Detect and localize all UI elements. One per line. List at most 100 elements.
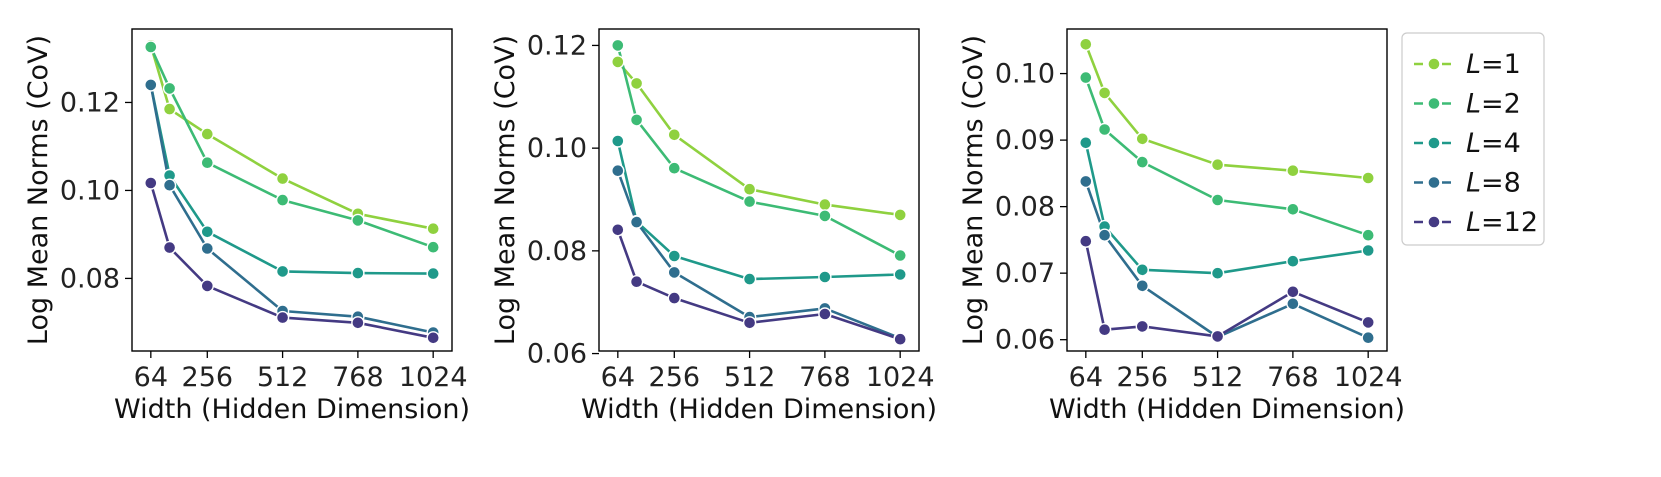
data-point: [426, 240, 440, 254]
data-point: [162, 240, 177, 255]
x-tick-label: 64: [134, 362, 168, 393]
data-point: [1361, 315, 1375, 330]
series-line-L8: [616, 169, 902, 340]
data-point: [1361, 171, 1375, 185]
data-point: [1286, 254, 1300, 268]
data-point: [629, 113, 644, 127]
data-point: [667, 291, 681, 305]
legend-label: L=2: [1466, 89, 1521, 120]
data-point: [1286, 202, 1300, 217]
data-point: [1079, 37, 1093, 51]
y-tick-label: 0.08: [60, 263, 120, 294]
data-point: [893, 248, 907, 263]
legend: L=1L=2L=4L=8L=12: [1401, 32, 1545, 246]
x-tick-label: 768: [332, 362, 384, 393]
data-point: [1135, 155, 1150, 169]
x-tick-label: 512: [257, 362, 309, 393]
data-point: [351, 316, 365, 330]
data-point: [200, 225, 215, 239]
y-tick-label: 0.12: [527, 30, 587, 61]
y-tick-label: 0.06: [995, 325, 1055, 356]
data-point: [611, 163, 625, 178]
legend-marker: [1427, 136, 1441, 150]
legend-item: L=2: [1414, 89, 1521, 120]
data-point: [1135, 132, 1150, 146]
series-line-L4: [149, 83, 435, 275]
data-point: [1079, 70, 1093, 85]
legend-box: [1401, 32, 1545, 246]
data-point: [162, 81, 177, 96]
legend-label-value: =8: [1481, 168, 1521, 199]
series-line-L2: [149, 45, 435, 249]
x-tick-label: 256: [182, 362, 234, 393]
data-point: [818, 209, 832, 223]
data-point: [200, 279, 215, 293]
data-point: [667, 128, 681, 142]
data-point: [1286, 285, 1300, 299]
data-point: [742, 316, 757, 330]
y-axis-title: Log Mean Norms (CoV): [490, 35, 521, 345]
data-point: [742, 194, 757, 209]
legend-item: L=8: [1414, 168, 1521, 199]
x-tick-label: 64: [601, 362, 635, 393]
data-point: [351, 213, 365, 228]
data-point: [162, 178, 177, 192]
legend-label: L=12: [1466, 207, 1538, 238]
legend-item: L=1: [1414, 49, 1521, 80]
plot-frame: [1066, 28, 1388, 352]
legend-label-symbol: L: [1466, 168, 1481, 199]
legend-marker: [1427, 57, 1441, 71]
x-tick-label: 1024: [399, 362, 468, 393]
data-point: [818, 307, 832, 321]
x-tick-label: 512: [724, 362, 776, 393]
y-tick-label: 0.08: [995, 192, 1055, 223]
legend-item: L=12: [1414, 207, 1538, 238]
x-axis-title: Width (Hidden Dimension): [114, 394, 470, 425]
chart-panel-2: 64 256 512 768 1024 0.06 0.08 0.10 0.12 Width (Hi…: [490, 28, 937, 425]
series-line-L2: [616, 44, 902, 257]
data-point: [200, 241, 215, 256]
x-tick-label: 768: [799, 362, 851, 393]
series-line-L2: [1084, 76, 1370, 237]
data-point: [893, 332, 907, 346]
x-axis-title: Width (Hidden Dimension): [581, 394, 937, 425]
data-point: [1361, 243, 1375, 258]
x-axis-title: Width (Hidden Dimension): [1049, 394, 1405, 425]
data-point: [667, 249, 681, 263]
legend-label-value: =4: [1481, 128, 1521, 159]
data-point: [893, 267, 907, 282]
data-point: [200, 155, 215, 170]
legend-label-symbol: L: [1466, 207, 1481, 238]
x-tick-label: 1024: [866, 362, 935, 393]
data-point: [275, 171, 290, 186]
data-point: [893, 208, 907, 222]
series-line-L8: [1084, 180, 1370, 340]
y-tick-label: 0.06: [527, 339, 587, 370]
data-point: [1361, 331, 1375, 345]
data-point: [1286, 163, 1300, 178]
legend-item: L=4: [1414, 128, 1521, 159]
legend-label-symbol: L: [1466, 128, 1481, 159]
data-point: [426, 331, 440, 345]
series-line-L12: [149, 181, 435, 340]
y-axis-title: Log Mean Norms (CoV): [23, 35, 54, 345]
plot-frame: [598, 28, 920, 352]
legend-label: L=1: [1466, 49, 1521, 80]
data-point: [1079, 136, 1093, 150]
data-point: [200, 127, 215, 141]
legend-label: L=8: [1466, 168, 1521, 199]
legend-label-value: =2: [1481, 89, 1521, 120]
data-point: [144, 78, 158, 92]
data-point: [1135, 263, 1150, 277]
data-point: [1135, 319, 1150, 334]
x-tick-label: 1024: [1334, 362, 1403, 393]
y-tick-label: 0.10: [527, 133, 587, 164]
data-point: [1097, 86, 1112, 100]
legend-label-value: =1: [1481, 49, 1521, 80]
y-tick-label: 0.09: [995, 125, 1055, 156]
data-point: [1210, 266, 1225, 280]
legend-marker: [1427, 96, 1441, 111]
x-tick-label: 256: [1117, 362, 1169, 393]
y-tick-label: 0.12: [60, 87, 120, 118]
